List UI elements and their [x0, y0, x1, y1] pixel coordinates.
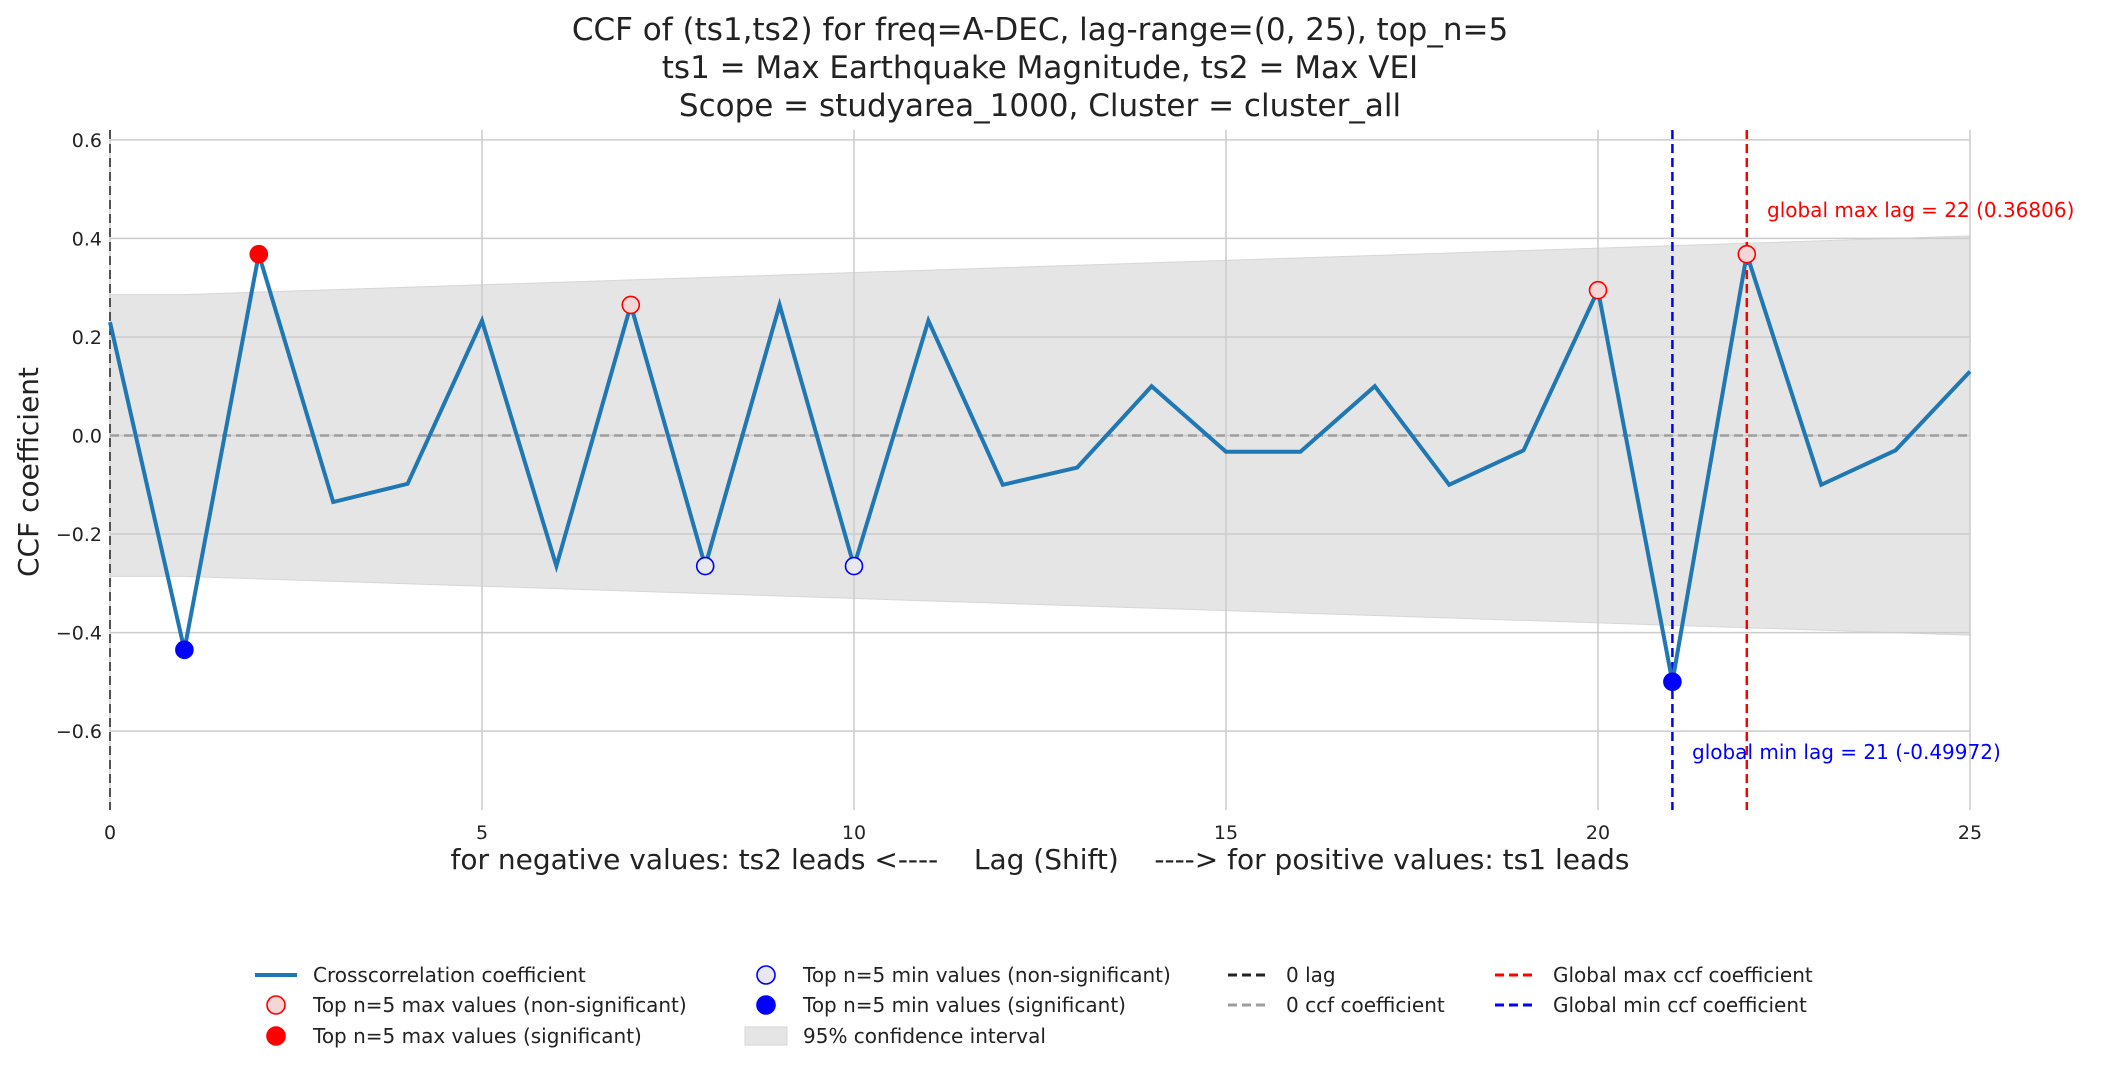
top-max-nonsig-marker [621, 295, 641, 315]
legend-label: Global max ccf coefficient [1553, 963, 1813, 987]
legend-label: Top n=5 min values (significant) [802, 993, 1126, 1017]
global-max-annotation: global max lag = 22 (0.36806) [1767, 198, 2074, 222]
y-tick-label: −0.2 [56, 524, 102, 546]
legend-label: 0 ccf coefficient [1286, 993, 1445, 1017]
ccf-series-line [108, 253, 1972, 683]
chart-title: CCF of (ts1,ts2) for freq=A-DEC, lag-ran… [572, 12, 1508, 124]
legend-label: Global min ccf coefficient [1553, 993, 1807, 1017]
y-tick-label: 0.0 [72, 426, 102, 448]
x-axis-label: for negative values: ts2 leads <---- Lag… [451, 843, 1630, 876]
x-tick-label: 0 [104, 822, 116, 844]
x-tick-label: 20 [1586, 822, 1610, 844]
top-min-nonsig-marker [695, 556, 715, 576]
legend-handle-min-sig [756, 995, 776, 1015]
top-max-nonsig-marker [1737, 244, 1757, 264]
x-tick-label: 25 [1958, 822, 1982, 844]
title-line-1: CCF of (ts1,ts2) for freq=A-DEC, lag-ran… [572, 12, 1508, 48]
legend-label: 95% confidence interval [803, 1024, 1046, 1048]
y-tick-label: −0.4 [56, 623, 102, 645]
top-min-sig-marker [1663, 672, 1682, 692]
y-tick-label: −0.6 [56, 721, 102, 743]
grid-layer [109, 130, 1971, 810]
y-tick-label: 0.4 [72, 228, 102, 250]
top-min-nonsig-marker [844, 556, 864, 576]
legend: Crosscorrelation coefficient Top n=5 max … [255, 963, 1813, 1048]
y-tick-label: 0.6 [72, 130, 102, 152]
x-tick-label: 5 [476, 822, 488, 844]
title-line-2: ts1 = Max Earthquake Magnitude, ts2 = Ma… [662, 50, 1418, 86]
x-tick-label: 15 [1214, 822, 1238, 844]
top-min-sig-marker [175, 640, 194, 660]
legend-label: Top n=5 max values (non-significant) [312, 993, 687, 1017]
legend-label: Crosscorrelation coefficient [313, 963, 586, 987]
x-tick-label: 10 [842, 822, 866, 844]
legend-handle-ci [744, 1026, 788, 1046]
legend-label: Top n=5 min values (non-significant) [802, 963, 1171, 987]
legend-label: Top n=5 max values (significant) [312, 1024, 642, 1048]
reference-lines-layer [109, 130, 1970, 810]
title-line-3: Scope = studyarea_1000, Cluster = cluste… [679, 88, 1401, 124]
legend-handle-min-nonsig [756, 965, 776, 985]
y-axis-label: CCF coefficient [12, 367, 45, 577]
legend-handle-max-nonsig [266, 995, 286, 1015]
series-layer [108, 253, 1972, 683]
tick-labels-layer: 0 5 10 15 20 25 −0.6 −0.4 −0.2 0.0 0.2 0.4 0.6 [56, 130, 1982, 844]
y-tick-label: 0.2 [72, 327, 102, 349]
top-max-sig-marker [249, 244, 269, 264]
legend-handle-max-sig [266, 1026, 286, 1046]
global-min-annotation: global min lag = 21 (-0.49972) [1692, 740, 2001, 764]
top-max-nonsig-marker [1588, 280, 1608, 300]
legend-label: 0 lag [1286, 963, 1336, 987]
markers-layer [175, 244, 1757, 692]
